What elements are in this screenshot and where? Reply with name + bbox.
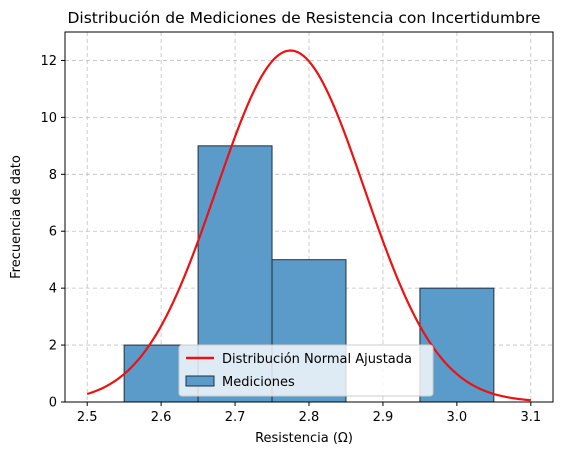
y-tick-label-1: 2 bbox=[49, 339, 57, 354]
x-tick-label-6: 3.1 bbox=[520, 410, 541, 425]
y-axis-label: Frecuencia de dato bbox=[9, 155, 24, 279]
y-axis-ticks: 0 2 4 6 8 10 12 bbox=[40, 54, 65, 411]
y-tick-label-4: 8 bbox=[49, 168, 57, 183]
x-axis-label: Resistencia (Ω) bbox=[255, 431, 353, 446]
legend-label-histogram: Mediciones bbox=[222, 375, 295, 390]
normal-curve bbox=[86, 49, 531, 402]
legend-box bbox=[178, 344, 434, 397]
x-axis-ticks: 2.5 2.6 2.7 2.8 2.9 3.0 3.1 bbox=[77, 402, 541, 425]
y-tick-label-2: 4 bbox=[49, 282, 57, 297]
legend-label-normal-fit: Distribución Normal Ajustada bbox=[222, 352, 412, 367]
x-tick-label-4: 2.9 bbox=[373, 410, 394, 425]
x-tick-label-1: 2.6 bbox=[151, 410, 172, 425]
normal-fit-line bbox=[86, 49, 531, 402]
y-tick-label-6: 12 bbox=[40, 54, 57, 69]
y-tick-label-3: 6 bbox=[49, 225, 57, 240]
y-tick-label-0: 0 bbox=[49, 396, 57, 411]
chart-title: Distribución de Mediciones de Resistenci… bbox=[67, 9, 540, 27]
legend: Distribución Normal Ajustada Mediciones bbox=[178, 344, 434, 397]
x-tick-label-2: 2.7 bbox=[225, 410, 246, 425]
y-tick-label-5: 10 bbox=[40, 111, 57, 126]
x-tick-label-3: 2.8 bbox=[299, 410, 320, 425]
legend-bar-swatch bbox=[185, 375, 215, 387]
x-tick-label-0: 2.5 bbox=[77, 410, 98, 425]
x-tick-label-5: 3.0 bbox=[447, 410, 468, 425]
